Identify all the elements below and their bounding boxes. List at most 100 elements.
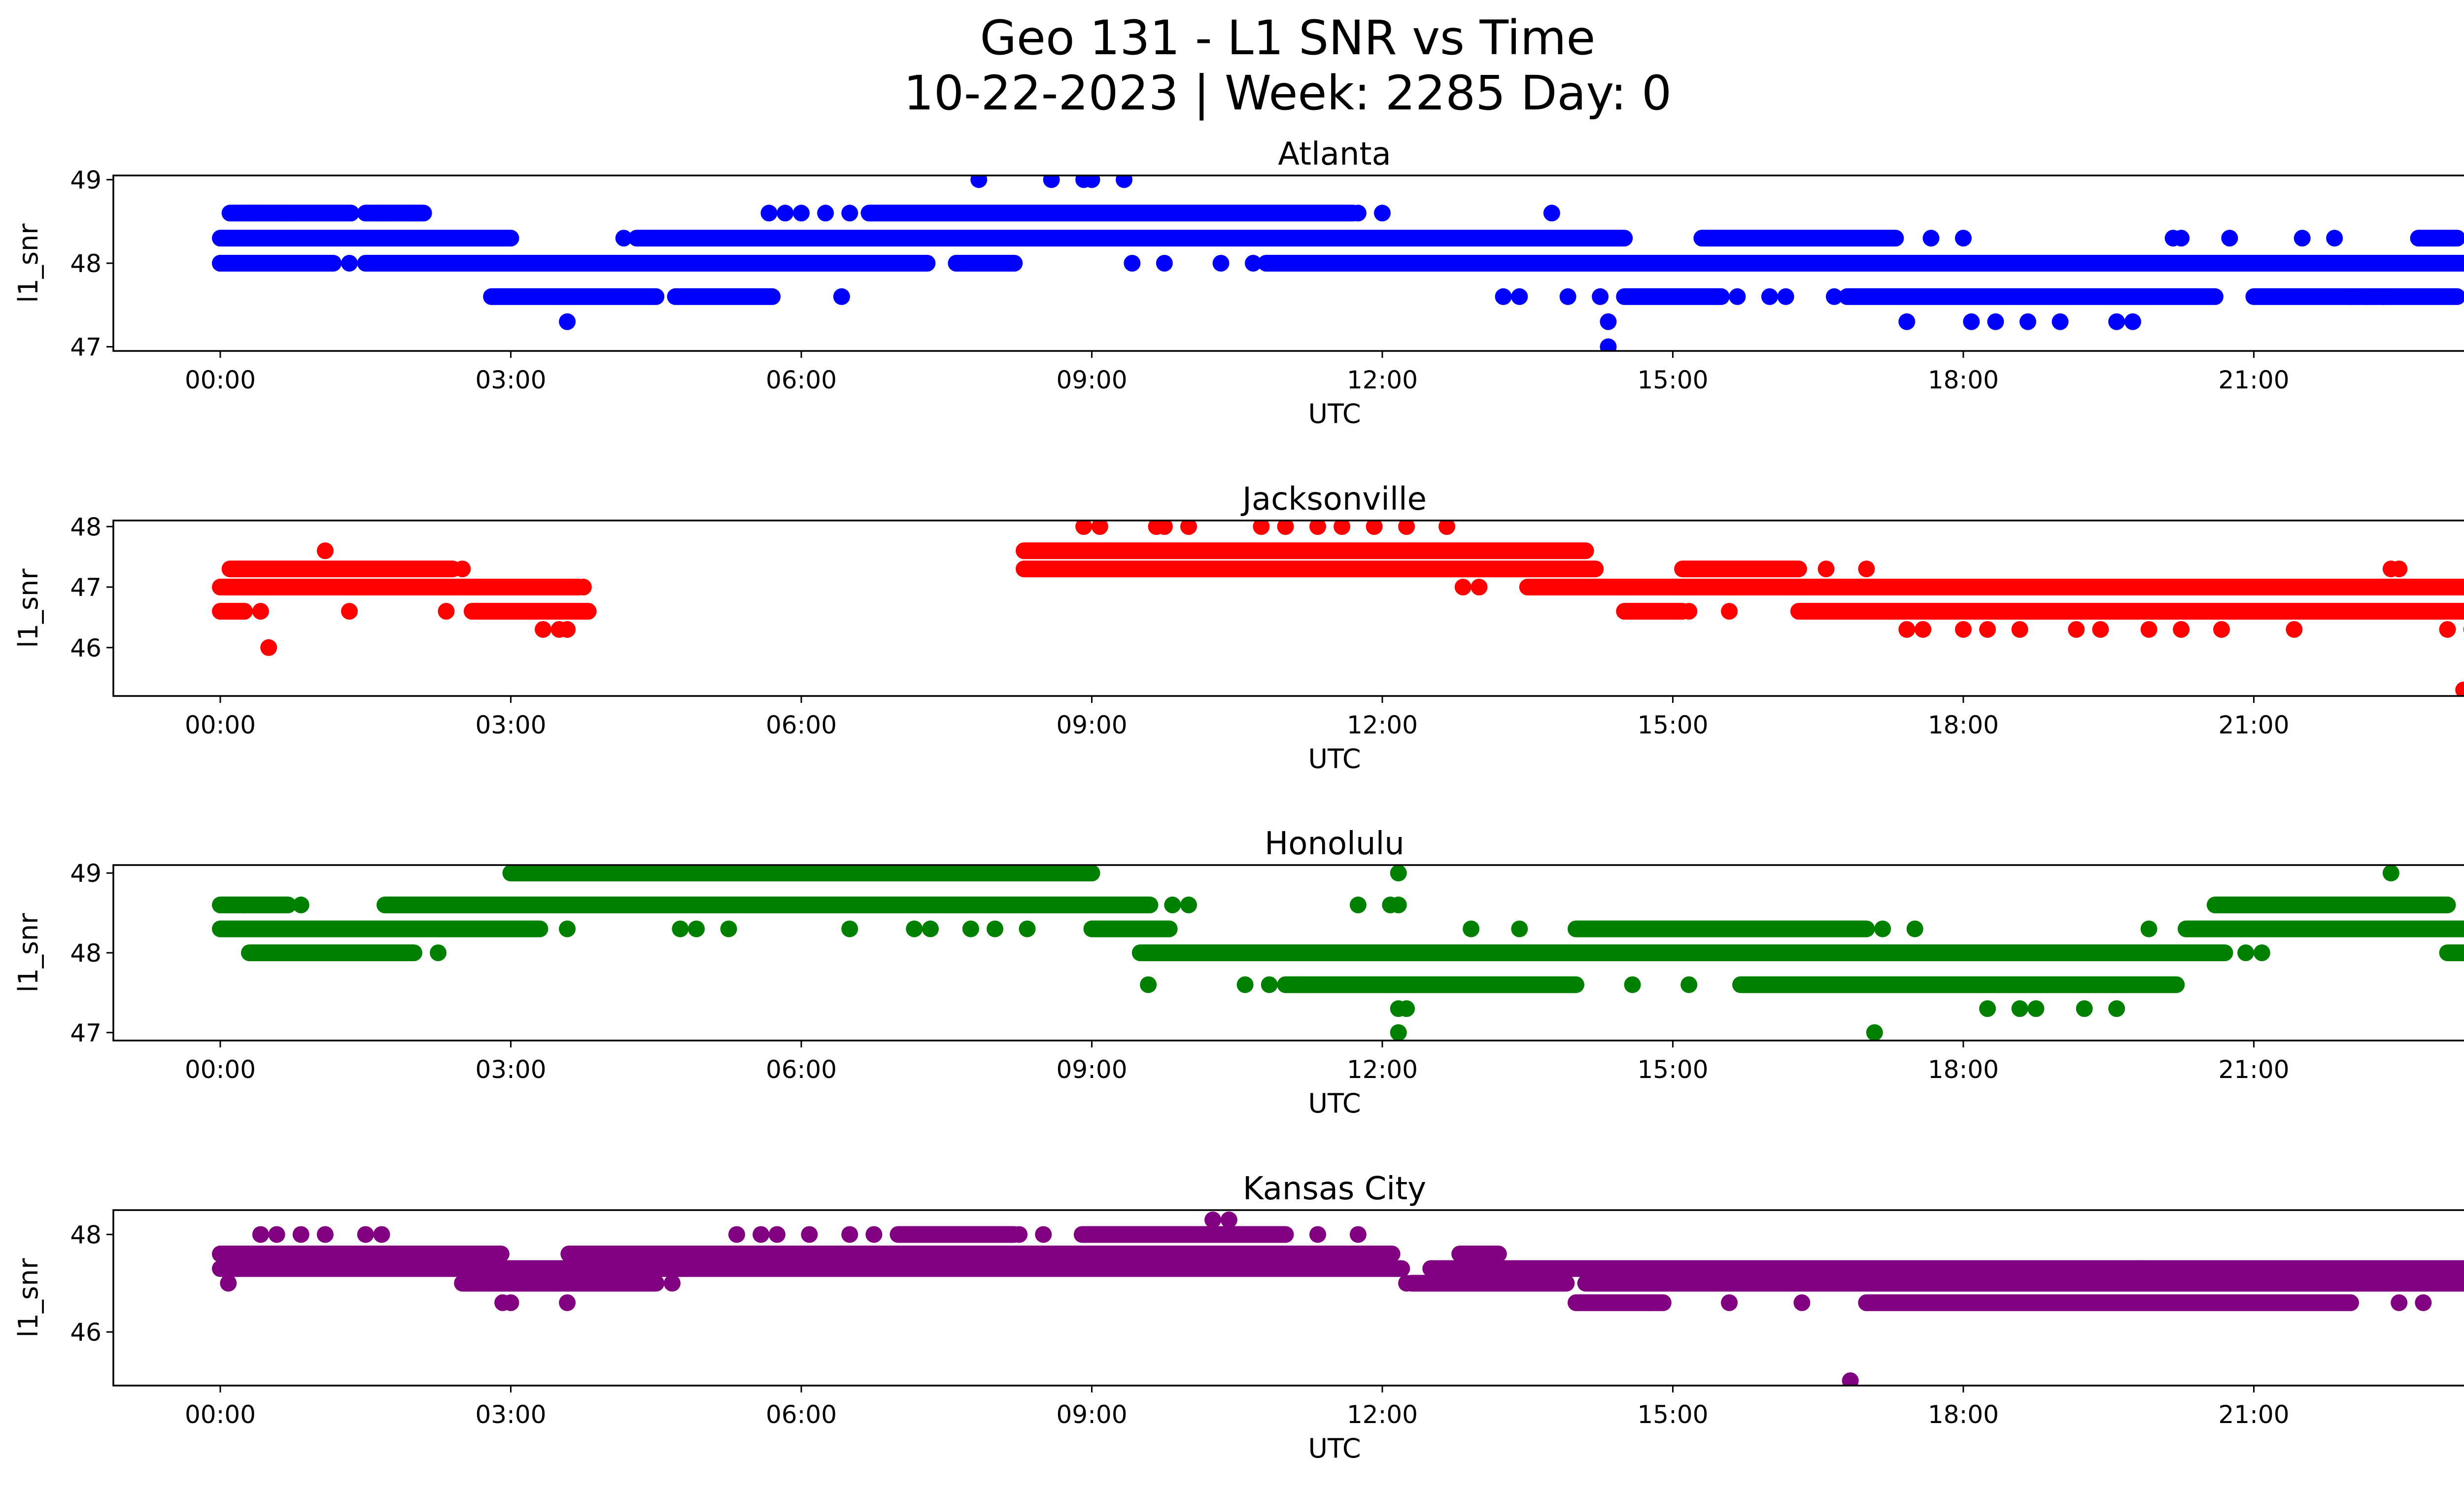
scatter-point-9 — [559, 1294, 576, 1311]
scatter-point-15 — [833, 288, 850, 305]
scatter-markers — [212, 175, 2464, 351]
scatter-point-45 — [2253, 944, 2270, 961]
scatter-point-53 — [2293, 230, 2311, 247]
scatter-point-24 — [1640, 1294, 1657, 1311]
y-tick-label: 46 — [70, 1318, 102, 1347]
scatter-point-32 — [1680, 976, 1698, 993]
x-tick-label: 12:00 — [1347, 711, 1418, 739]
y-axis-label: l1_snr — [13, 913, 44, 993]
scatter-point-12 — [777, 205, 794, 222]
scatter-point-20 — [1083, 175, 1100, 188]
x-tick-label: 00:00 — [185, 1055, 256, 1084]
y-tick-label: 48 — [70, 513, 102, 541]
scatter-point-30 — [1511, 920, 1528, 938]
scatter-point-21 — [1309, 1226, 1326, 1243]
scatter-point-49 — [2124, 313, 2141, 330]
scatter-point-12 — [1075, 521, 1093, 535]
scatter-point-31 — [1858, 560, 1875, 578]
scatter-point-30 — [1495, 288, 1512, 305]
y-tick-label: 49 — [70, 166, 102, 194]
scatter-point-11 — [575, 579, 592, 596]
scatter-point-11 — [906, 920, 923, 938]
scatter-point-23 — [1438, 521, 1455, 535]
scatter-point-19 — [1236, 976, 1254, 993]
scatter-point-16 — [865, 1226, 883, 1243]
scatter-point-10 — [664, 1275, 681, 1292]
scatter-point-57 — [2374, 288, 2392, 305]
scatter-point-10 — [559, 621, 576, 638]
scatter-point-27 — [1390, 1024, 1407, 1041]
scatter-point-31 — [2415, 1294, 2432, 1311]
scatter-point-45 — [2439, 621, 2456, 638]
x-tick-label: 18:00 — [1928, 1400, 1999, 1429]
x-tick-label: 03:00 — [475, 711, 546, 739]
scatter-point-9 — [615, 230, 632, 247]
scatter-point-21 — [1116, 175, 1132, 188]
scatter-point-32 — [1543, 205, 1560, 222]
y-axis-label: l1_snr — [13, 1258, 44, 1338]
scatter-point-43 — [1955, 230, 1972, 247]
scatter-point-7 — [672, 920, 689, 938]
scatter-point-8 — [535, 621, 551, 638]
scatter-point-26 — [1793, 1294, 1811, 1311]
scatter-point-34 — [1592, 288, 1609, 305]
scatter-point-6 — [438, 603, 455, 620]
scatter-point-35 — [1866, 1024, 1883, 1041]
scatter-markers — [212, 521, 2464, 696]
scatter-point-36 — [1600, 338, 1617, 351]
scatter-point-9 — [720, 920, 737, 938]
scatter-markers — [212, 865, 2464, 1041]
scatter-point-0 — [220, 1275, 237, 1292]
subplot-title: Atlanta — [1278, 136, 1391, 173]
scatter-point-2 — [244, 944, 261, 961]
y-axis-label: l1_snr — [13, 223, 44, 303]
scatter-point-24 — [1212, 255, 1230, 272]
scatter-point-22 — [1349, 896, 1367, 913]
scatter-point-35 — [1979, 621, 1996, 638]
scatter-point-33 — [1559, 288, 1576, 305]
scatter-point-22 — [1398, 521, 1415, 535]
scatter-point-38 — [1979, 1000, 1996, 1017]
scatter-point-10 — [841, 920, 858, 938]
scatter-point-28 — [1721, 603, 1738, 620]
y-tick-label: 49 — [70, 859, 102, 888]
scatter-point-33 — [1915, 621, 1932, 638]
scatter-point-38 — [1761, 288, 1778, 305]
plot-frame — [112, 520, 2464, 697]
scatter-point-26 — [1269, 255, 1286, 272]
x-tick-label: 18:00 — [1928, 1055, 1999, 1084]
x-tick-label: 03:00 — [475, 366, 546, 394]
scatter-point-28 — [1349, 205, 1367, 222]
subplot-title: Honolulu — [1265, 826, 1404, 862]
scatter-point-17 — [1011, 1226, 1028, 1243]
y-axis-label: l1_snr — [13, 568, 44, 648]
scatter-point-5 — [341, 603, 358, 620]
scatter-point-44 — [2391, 560, 2408, 578]
scatter-point-18 — [1180, 896, 1197, 913]
scatter-point-3 — [276, 205, 293, 222]
scatter-point-44 — [2237, 944, 2255, 961]
scatter-point-25 — [1721, 1294, 1738, 1311]
y-tick-label: 47 — [70, 573, 102, 602]
x-axis-label: UTC — [1308, 1088, 1361, 1119]
x-tick-label: 06:00 — [766, 711, 837, 739]
x-tick-label: 00:00 — [185, 1400, 256, 1429]
scatter-point-14 — [987, 920, 1003, 938]
scatter-point-4 — [316, 1226, 334, 1243]
subplot-atlanta: Atlanta 00:00 03:00 06:00 09:00 12:00 15:00 18:… — [13, 136, 2464, 429]
scatter-point-41 — [2213, 621, 2230, 638]
scatter-point-13 — [1091, 521, 1108, 535]
scatter-point-36 — [1874, 920, 1891, 938]
scatter-point-54 — [2326, 230, 2343, 247]
scatter-point-7 — [454, 560, 471, 578]
scatter-point-10 — [639, 230, 656, 247]
x-tick-label: 15:00 — [1637, 1400, 1708, 1429]
scatter-point-21 — [1366, 521, 1383, 535]
scatter-point-17 — [1253, 521, 1270, 535]
scatter-point-39 — [1777, 288, 1794, 305]
x-tick-label: 00:00 — [185, 366, 256, 394]
scatter-point-0 — [236, 896, 253, 913]
scatter-point-20 — [1334, 521, 1351, 535]
scatter-point-33 — [1777, 920, 1794, 938]
